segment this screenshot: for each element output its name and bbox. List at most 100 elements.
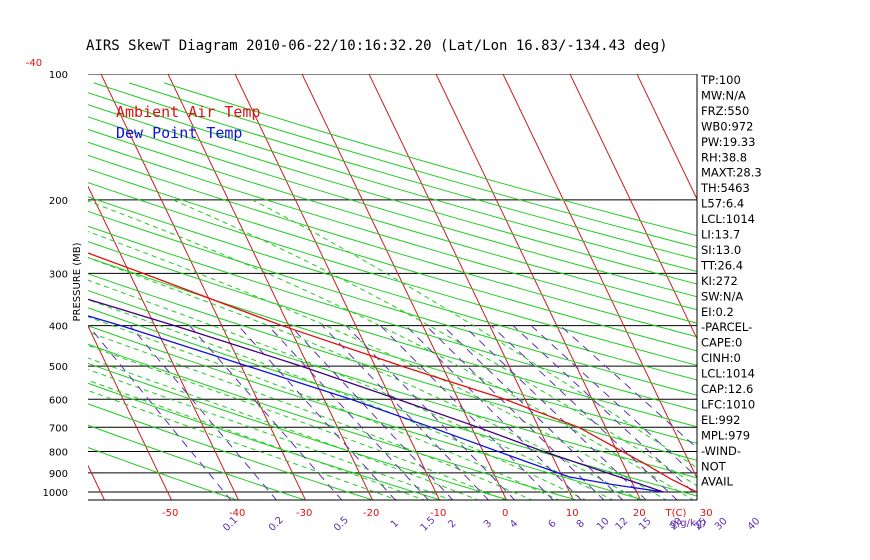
moist-adiabat-line <box>88 389 399 500</box>
series-line-dew-point-temp <box>88 315 664 493</box>
index-line: EI:0.2 <box>701 305 734 319</box>
pressure-tick-label: 300 <box>49 269 68 280</box>
legend-item: Ambient Air Temp <box>116 103 261 121</box>
index-line: CINH:0 <box>701 351 741 365</box>
dry-adiabat-line <box>88 210 697 396</box>
chart-title: AIRS SkewT Diagram 2010-06-22/10:16:32.2… <box>86 38 668 54</box>
dry-adiabat-line <box>88 382 443 500</box>
index-line: LCL:1014 <box>701 212 755 226</box>
dry-adiabat-line <box>88 289 697 479</box>
y-axis-label: PRESSURE (MB) <box>72 242 83 321</box>
dry-adiabat-line <box>88 104 697 285</box>
dry-adiabat-line <box>88 154 697 338</box>
index-line: LCL:1014 <box>701 367 755 381</box>
mixing-ratio-unit: g(g/kg) <box>670 518 706 529</box>
dry-adiabat-line <box>88 447 239 500</box>
top-axis-tick-label: -40 <box>26 58 42 69</box>
index-line: LFC:1010 <box>701 397 755 411</box>
mixing-ratio-line <box>560 325 697 449</box>
index-line: PW:19.33 <box>701 135 755 149</box>
mixing-ratio-tick-label: 10 <box>595 516 612 533</box>
mixing-ratio-tick-label: 40 <box>746 516 763 533</box>
mixing-ratio-tick-label: 0.5 <box>332 515 351 534</box>
pressure-tick-label: 700 <box>49 423 68 434</box>
index-line: TT:26.4 <box>700 258 743 272</box>
mixing-ratio-line <box>463 325 647 500</box>
mixing-ratio-line <box>289 325 454 500</box>
moist-adiabat-line <box>88 357 480 500</box>
moist-adiabat-line <box>88 345 507 500</box>
bottom-axis-tick-label: 10 <box>566 508 579 519</box>
dry-adiabat-line <box>88 92 697 273</box>
dry-adiabat-line <box>88 343 578 500</box>
pressure-tick-label: 500 <box>49 362 68 373</box>
bottom-axis-tick-label: -40 <box>229 508 245 519</box>
index-line: SW:N/A <box>701 289 743 303</box>
index-line: EL:992 <box>701 413 741 427</box>
moist-adiabat-line <box>88 368 453 500</box>
dry-adiabat-line <box>88 362 510 500</box>
index-line: -WIND- <box>701 444 741 458</box>
bottom-axis-tick-label: 20 <box>633 508 646 519</box>
mixing-ratio-line <box>189 325 343 500</box>
mixing-ratio-tick-label: 6 <box>546 518 558 530</box>
mixing-ratio-line <box>490 325 678 500</box>
dry-adiabat-line <box>88 403 375 500</box>
mixing-ratio-tick-label: 2 <box>446 518 458 530</box>
bottom-axis-tick-label: -50 <box>162 508 178 519</box>
isotherm-line <box>435 74 642 500</box>
pressure-tick-label: 900 <box>49 469 68 480</box>
moist-adiabat-line <box>88 331 533 500</box>
dry-adiabat-line <box>88 273 697 461</box>
mixing-ratio-tick-label: 30 <box>713 516 730 533</box>
dry-adiabat-line <box>88 241 697 428</box>
isotherm-line <box>636 74 697 201</box>
bottom-axis-tick-label: -30 <box>296 508 312 519</box>
dry-adiabat-line <box>88 141 697 324</box>
index-line: TH:5463 <box>700 181 750 195</box>
axes: 1002003004005006007008009001000-120-110-… <box>26 58 763 534</box>
isotherm-line <box>502 74 697 480</box>
bottom-axis-tick-label: 30 <box>700 508 713 519</box>
dry-adiabat-line <box>88 168 697 352</box>
dry-adiabat-line <box>88 256 697 444</box>
index-line: L57:6.4 <box>701 197 744 211</box>
isotherm-line <box>0 65 38 501</box>
sounding-profiles <box>88 252 697 493</box>
index-line: CAP:12.6 <box>701 382 753 396</box>
index-line: WB0:972 <box>701 119 753 133</box>
moist-adiabat-line <box>252 199 697 469</box>
series-line-parcel <box>88 298 664 493</box>
moist-adiabat-line <box>88 299 587 500</box>
bottom-axis-tick-label: -20 <box>363 508 379 519</box>
legend: Ambient Air Temp Dew Point Temp <box>116 103 261 142</box>
isotherm-line <box>100 74 307 500</box>
moist-adiabat-line <box>88 230 668 500</box>
mixing-ratio-tick-label: 3 <box>482 518 494 530</box>
moist-adiabat-line <box>88 316 560 500</box>
pressure-tick-label: 600 <box>49 395 68 406</box>
isotherm-line <box>368 74 575 500</box>
index-line: AVAIL <box>701 475 734 489</box>
mixing-ratio-line <box>345 325 516 500</box>
index-line: -PARCEL- <box>701 320 752 334</box>
index-line: TP:100 <box>700 73 741 87</box>
dry-adiabat-line <box>163 82 697 237</box>
index-line: SI:13.0 <box>701 243 741 257</box>
dry-adiabat-line <box>88 182 697 366</box>
dry-adiabat-line <box>88 424 307 500</box>
pressure-tick-label: 200 <box>49 196 68 207</box>
index-line: CAPE:0 <box>701 336 742 350</box>
moist-adiabat-line <box>88 257 641 500</box>
index-line: LI:13.7 <box>701 228 740 242</box>
mixing-ratio-line <box>88 325 232 500</box>
mixing-ratio-tick-label: 8 <box>575 518 587 530</box>
mixing-ratio-tick-label: 12 <box>614 516 631 533</box>
moist-adiabat-line <box>88 379 426 500</box>
isotherm-line <box>569 74 697 340</box>
mixing-ratio-line <box>267 325 430 500</box>
pressure-tick-label: 800 <box>49 447 68 458</box>
moist-adiabat-line <box>88 279 614 500</box>
mixing-ratio-line <box>322 325 490 500</box>
